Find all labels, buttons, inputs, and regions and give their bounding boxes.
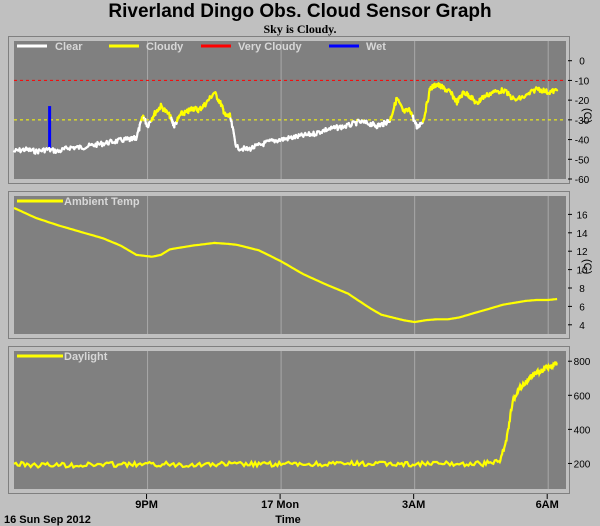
ambient-y-label: (C) (581, 259, 593, 274)
legend-ambient-temp: Ambient Temp (64, 196, 140, 208)
x-tick-label: 17 Mon (261, 499, 299, 511)
ambient-plot-area (14, 196, 566, 334)
y-tick-label: 12 (576, 247, 588, 258)
y-tick-label: -60 (575, 175, 590, 186)
y-tick-label: 14 (576, 229, 588, 240)
y-tick-label: 600 (574, 391, 591, 402)
sky-temp-segment (555, 88, 559, 92)
cloud-plot-area (14, 41, 566, 179)
y-tick-label: -50 (575, 155, 590, 166)
y-tick-label: 4 (579, 321, 585, 332)
y-tick-label: 10 (576, 266, 588, 277)
cloud-y-label: (C) (581, 108, 593, 123)
daylight-legend: Daylight (17, 351, 108, 363)
sky-status: Sky is Cloudy. (263, 22, 337, 36)
chart-title: Riverland Dingo Obs. Cloud Sensor Graph (108, 1, 492, 22)
y-tick-label: 800 (574, 357, 591, 368)
cloud-y-axis: 0 -10 -20 -30 -40 -50 -60 (C) (568, 57, 593, 186)
daylight-y-axis: 200 400 600 800 (568, 357, 591, 470)
y-tick-label: -10 (575, 76, 590, 87)
daylight-panel: Daylight (8, 346, 570, 494)
y-tick-label: 400 (574, 425, 591, 436)
y-tick-label: 0 (579, 57, 585, 68)
daylight-chart: Daylight (13, 351, 566, 489)
ambient-panel: Ambient Temp (8, 191, 570, 339)
y-tick-label: 6 (579, 302, 585, 313)
legend-cloudy: Cloudy (146, 41, 184, 53)
y-tick-label: -40 (575, 136, 590, 147)
ambient-chart: Ambient Temp (13, 196, 566, 334)
x-tick-label: 6AM (536, 499, 559, 511)
ambient-y-axis: 4 6 8 10 12 14 16 (C) (568, 210, 593, 332)
ambient-legend: Ambient Temp (17, 196, 140, 208)
x-axis-label: Time (275, 514, 300, 526)
legend-wet: Wet (366, 41, 386, 53)
daylight-plot-area (14, 351, 566, 489)
start-date-label: 16 Sun Sep 2012 (4, 514, 91, 526)
daylight-series-line (13, 361, 558, 470)
y-tick-label: 8 (579, 284, 585, 295)
cloud-chart: Clear Cloudy Very Cloudy Wet (12, 41, 566, 179)
x-axis: 9PM 17 Mon 3AM 6AM 16 Sun Sep 2012 Time (4, 494, 559, 526)
y-tick-label: -30 (575, 116, 590, 127)
cloud-legend: Clear Cloudy Very Cloudy Wet (17, 41, 386, 53)
cloud-panel: Clear Cloudy Very Cloudy Wet (8, 36, 570, 184)
sky-temp-segment (424, 103, 428, 113)
x-tick-label: 9PM (135, 499, 158, 511)
legend-clear: Clear (55, 41, 83, 53)
y-tick-label: 16 (576, 210, 588, 221)
ambient-temp-series-line (13, 206, 558, 324)
y-tick-label: -20 (575, 96, 590, 107)
legend-daylight: Daylight (64, 351, 108, 363)
y-tick-label: 200 (574, 459, 591, 470)
legend-very-cloudy: Very Cloudy (238, 41, 302, 53)
x-tick-label: 3AM (402, 499, 425, 511)
